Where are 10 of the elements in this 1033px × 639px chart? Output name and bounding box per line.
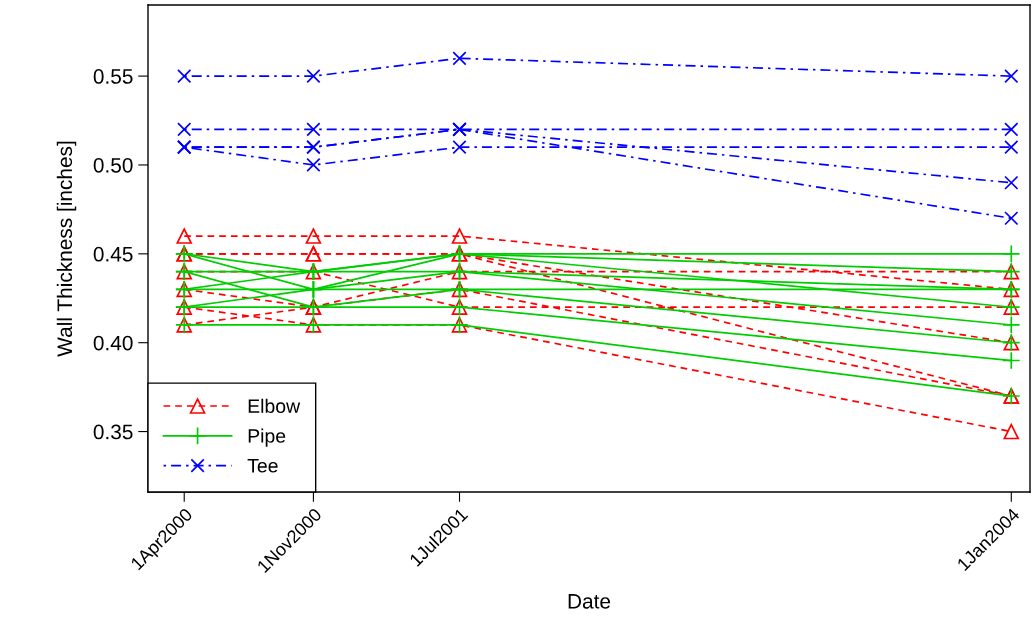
y-axis-title: Wall Thickness [inches] xyxy=(56,141,77,357)
y-tick-label: 0.35 xyxy=(93,424,133,440)
y-tick-label: 0.40 xyxy=(93,335,133,351)
x-axis-title: Date xyxy=(568,594,611,609)
y-tick-label: 0.50 xyxy=(93,157,133,173)
y-tick-label: 0.55 xyxy=(93,69,133,84)
legend-label: Elbow xyxy=(248,398,301,414)
legend-label: Tee xyxy=(247,459,278,473)
y-tick-label: 0.45 xyxy=(93,246,133,262)
legend-label: Pipe xyxy=(248,428,286,447)
